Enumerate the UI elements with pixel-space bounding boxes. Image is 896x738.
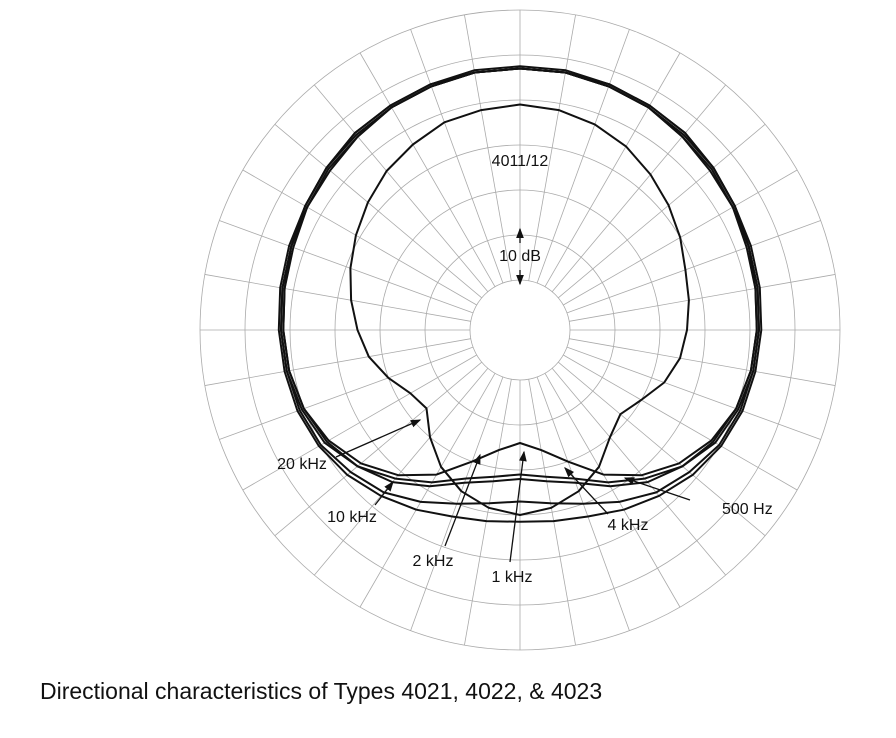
grid-spoke [528, 379, 576, 646]
grid-spoke [558, 361, 766, 536]
annotation-arrow [564, 467, 609, 515]
scale-label: 10 dB [499, 248, 541, 265]
annotation-arrow [374, 480, 394, 506]
grid-spoke [551, 84, 726, 292]
grid-spoke [242, 169, 477, 306]
grid-spoke [274, 124, 482, 299]
chart-title: Directional characteristics of Types 402… [40, 678, 602, 704]
grid-spoke [359, 52, 496, 287]
grid-spoke [566, 220, 821, 314]
legend-label: 20 kHz [277, 456, 327, 473]
legend-label: 1 kHz [492, 569, 533, 586]
grid-spoke [569, 274, 836, 322]
annotation-arrow [335, 419, 422, 458]
series-curve [277, 67, 763, 523]
legend-label: 2 kHz [413, 553, 454, 570]
grid-spoke [563, 354, 798, 491]
legend-label: 500 Hz [722, 501, 773, 518]
grid-spoke [551, 368, 726, 576]
grid-spoke [314, 84, 489, 292]
grid-spoke [566, 346, 821, 440]
model-label: 4011/12 [492, 153, 549, 170]
grid-spoke [464, 379, 512, 646]
grid-spoke [544, 373, 681, 608]
grid-spoke [536, 29, 630, 284]
grid-spoke [219, 346, 474, 440]
grid-spoke [558, 124, 766, 299]
annotation-arrow [444, 453, 481, 547]
legend-label: 10 kHz [327, 509, 377, 526]
grid-spoke [204, 274, 471, 322]
annotation-arrow [509, 450, 527, 563]
series-curve [349, 103, 690, 516]
grid-spoke [314, 368, 489, 576]
grid-spoke [274, 361, 482, 536]
annotation-arrow [623, 477, 691, 501]
grid-spoke [464, 14, 512, 281]
grid-spoke [544, 52, 681, 287]
grid-spoke [528, 14, 576, 281]
grid-spoke [410, 29, 504, 284]
grid-ring [469, 279, 571, 381]
grid-spoke [242, 354, 477, 491]
legend-label: 4 kHz [608, 517, 649, 534]
grid-spoke [359, 373, 496, 608]
grid-spoke [569, 338, 836, 386]
grid-spoke [204, 338, 471, 386]
grid-spoke [219, 220, 474, 314]
